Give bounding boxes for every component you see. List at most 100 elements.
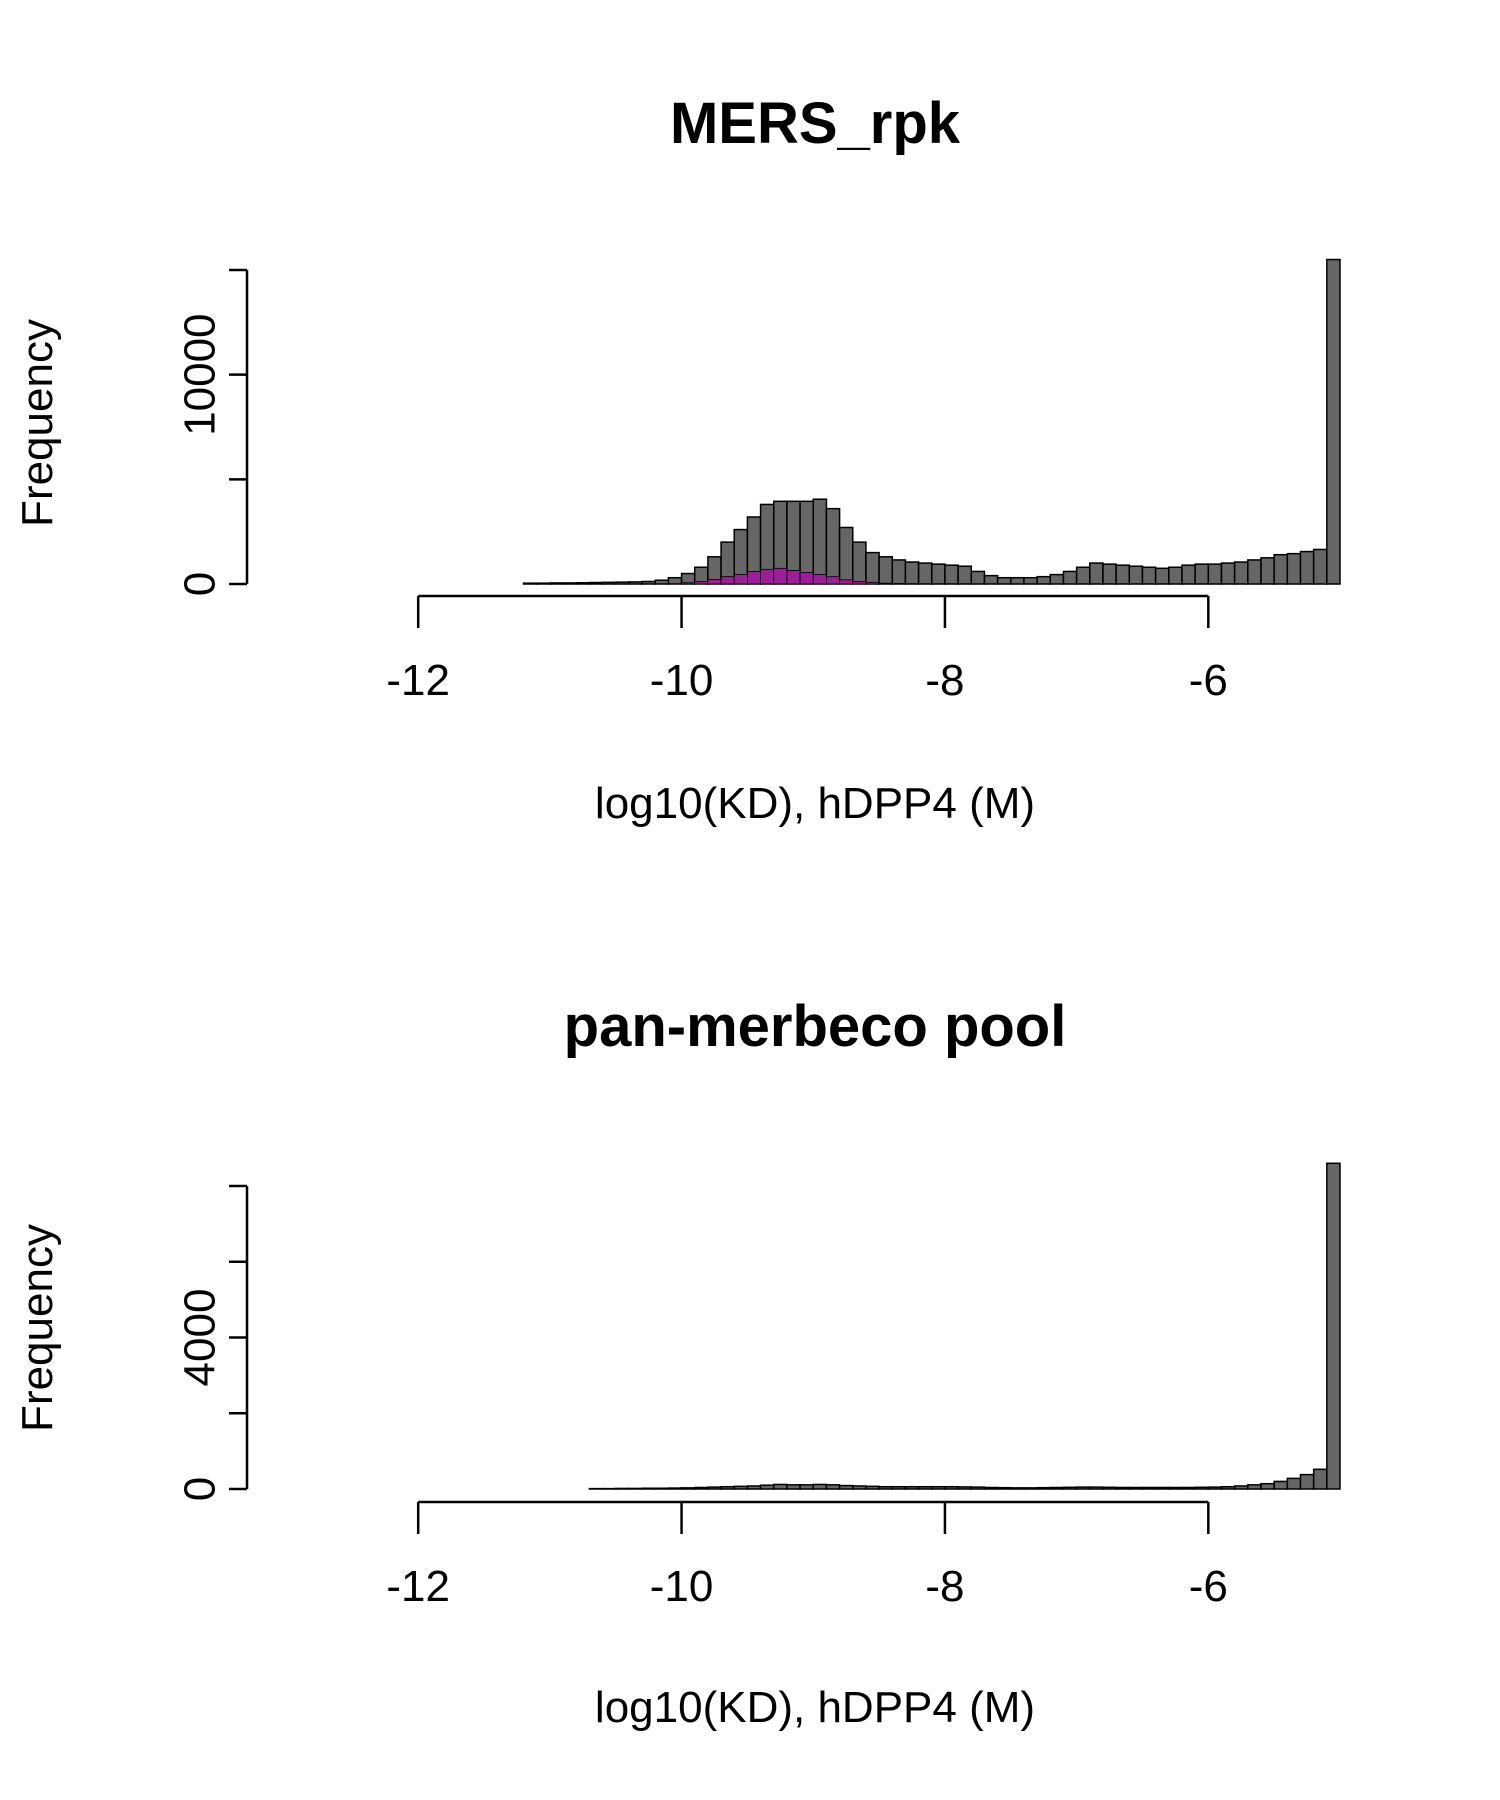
highlighted-bar <box>681 582 696 585</box>
x-tick-label: -8 <box>925 656 964 705</box>
histogram-bar <box>1220 562 1236 585</box>
highlighted-bar <box>799 572 814 585</box>
y-tick-label: 4000 <box>175 1289 224 1387</box>
histogram-bar <box>1273 1480 1289 1490</box>
histogram-bar <box>931 1485 946 1490</box>
highlighted-bar <box>747 571 761 585</box>
histogram-bar <box>957 1486 973 1490</box>
histogram-bar <box>1089 1486 1104 1490</box>
x-axis-label: log10(KD), hDPP4 (M) <box>595 779 1035 828</box>
histogram-bar <box>1154 567 1170 585</box>
highlighted-bar <box>878 582 893 585</box>
highlighted-bar <box>839 579 854 585</box>
histogram-bar <box>759 1484 775 1490</box>
histogram-bar <box>654 579 670 585</box>
histogram-bar <box>944 564 959 585</box>
histogram-bar <box>1115 1486 1131 1490</box>
histogram-bar <box>917 1485 933 1490</box>
histogram-bar <box>865 551 880 585</box>
histogram-bar <box>667 1487 683 1490</box>
histogram-bar <box>799 500 815 585</box>
chart-title: MERS_rpk <box>670 91 961 156</box>
histogram-bar <box>1089 562 1104 585</box>
histogram-bar <box>575 581 591 585</box>
x-axis-label: log10(KD), hDPP4 (M) <box>595 1683 1035 1732</box>
histogram-bar <box>1233 1485 1249 1490</box>
histogram-bar <box>1036 575 1052 585</box>
histogram-bar <box>904 1485 920 1490</box>
histogram-bar <box>1102 563 1117 585</box>
histogram-bar <box>1141 566 1157 585</box>
x-tick-label: -6 <box>1189 656 1228 705</box>
histogram-bar <box>852 541 867 585</box>
highlighted-bar <box>865 581 880 585</box>
histogram-bar <box>825 507 841 585</box>
histogram-bar <box>1168 1486 1183 1490</box>
histogram-bar <box>996 1486 1012 1490</box>
histogram-bar <box>667 576 683 585</box>
histogram-bar <box>1326 1162 1341 1490</box>
histogram-bar <box>786 1484 801 1490</box>
histogram-bar <box>693 1486 709 1490</box>
histogram-bar <box>825 1484 841 1490</box>
histogram-panel-pan-merbeco-pool: pan-merbeco pool log10(KD), hDPP4 (M) Fr… <box>13 994 1341 1732</box>
y-tick-label: 0 <box>175 1477 224 1501</box>
histogram-bar <box>957 565 973 585</box>
y-axis-label: Frequency <box>13 1224 62 1432</box>
histogram-bar <box>1260 1482 1275 1490</box>
x-tick-label: -6 <box>1189 1562 1228 1611</box>
histogram-bar <box>931 563 946 585</box>
histogram-bar <box>1168 566 1183 585</box>
highlighted-bar <box>733 574 748 585</box>
histogram-bar <box>878 556 894 585</box>
histogram-bar <box>1181 564 1196 585</box>
histogram-bar <box>1049 1486 1065 1490</box>
histogram-bar <box>1154 1486 1170 1490</box>
histogram-bar <box>812 1483 828 1490</box>
y-axis-label: Frequency <box>13 319 62 527</box>
x-tick-label: -8 <box>925 1562 964 1611</box>
histogram-bar <box>733 1485 749 1490</box>
highlighted-bar <box>707 578 722 585</box>
y-axis: 0 10000 <box>175 268 249 596</box>
x-tick-label: -12 <box>386 656 450 705</box>
histogram-bar <box>1247 1484 1262 1490</box>
histogram-bar <box>838 526 854 585</box>
histogram-bar <box>654 1487 670 1490</box>
histogram-bar <box>1207 1486 1223 1490</box>
highlighted-bar <box>720 576 735 585</box>
y-axis: 0 4000 <box>175 1184 249 1501</box>
histogram-bar <box>628 581 643 585</box>
histogram-bar <box>970 1486 986 1490</box>
histogram-bar <box>773 1483 788 1490</box>
histogram-bar <box>1260 557 1275 585</box>
histogram-bar <box>1181 1486 1196 1490</box>
histogram-bar <box>799 1484 815 1490</box>
histogram-bar <box>1299 1473 1315 1490</box>
histogram-bar <box>535 582 551 585</box>
histogram-bar <box>996 576 1012 585</box>
highlighted-bar <box>852 581 867 585</box>
y-tick-label: 0 <box>175 572 224 596</box>
histogram-bar <box>970 570 986 585</box>
histogram-bars <box>522 258 1341 585</box>
histogram-bar <box>1023 1487 1038 1490</box>
highlighted-bar <box>760 568 775 585</box>
histogram-bar <box>917 562 933 585</box>
histogram-bar <box>549 582 564 585</box>
histogram-bars <box>588 1162 1341 1490</box>
histogram-bar <box>1233 561 1249 585</box>
histogram-bar <box>1010 1487 1025 1490</box>
histogram-bar <box>1062 1486 1078 1490</box>
highlighted-bar <box>694 581 709 585</box>
y-tick-label: 10000 <box>175 313 224 435</box>
histogram-bar <box>1023 576 1038 585</box>
histogram-bar <box>1036 1486 1052 1490</box>
histogram-bar <box>1326 258 1341 585</box>
histogram-bar <box>1102 1486 1117 1490</box>
histogram-bar <box>838 1484 854 1490</box>
histogram-bar <box>891 1485 907 1490</box>
histogram-bar <box>1075 1486 1091 1490</box>
histogram-bar <box>1207 563 1223 585</box>
histogram-bar <box>1194 1486 1210 1490</box>
